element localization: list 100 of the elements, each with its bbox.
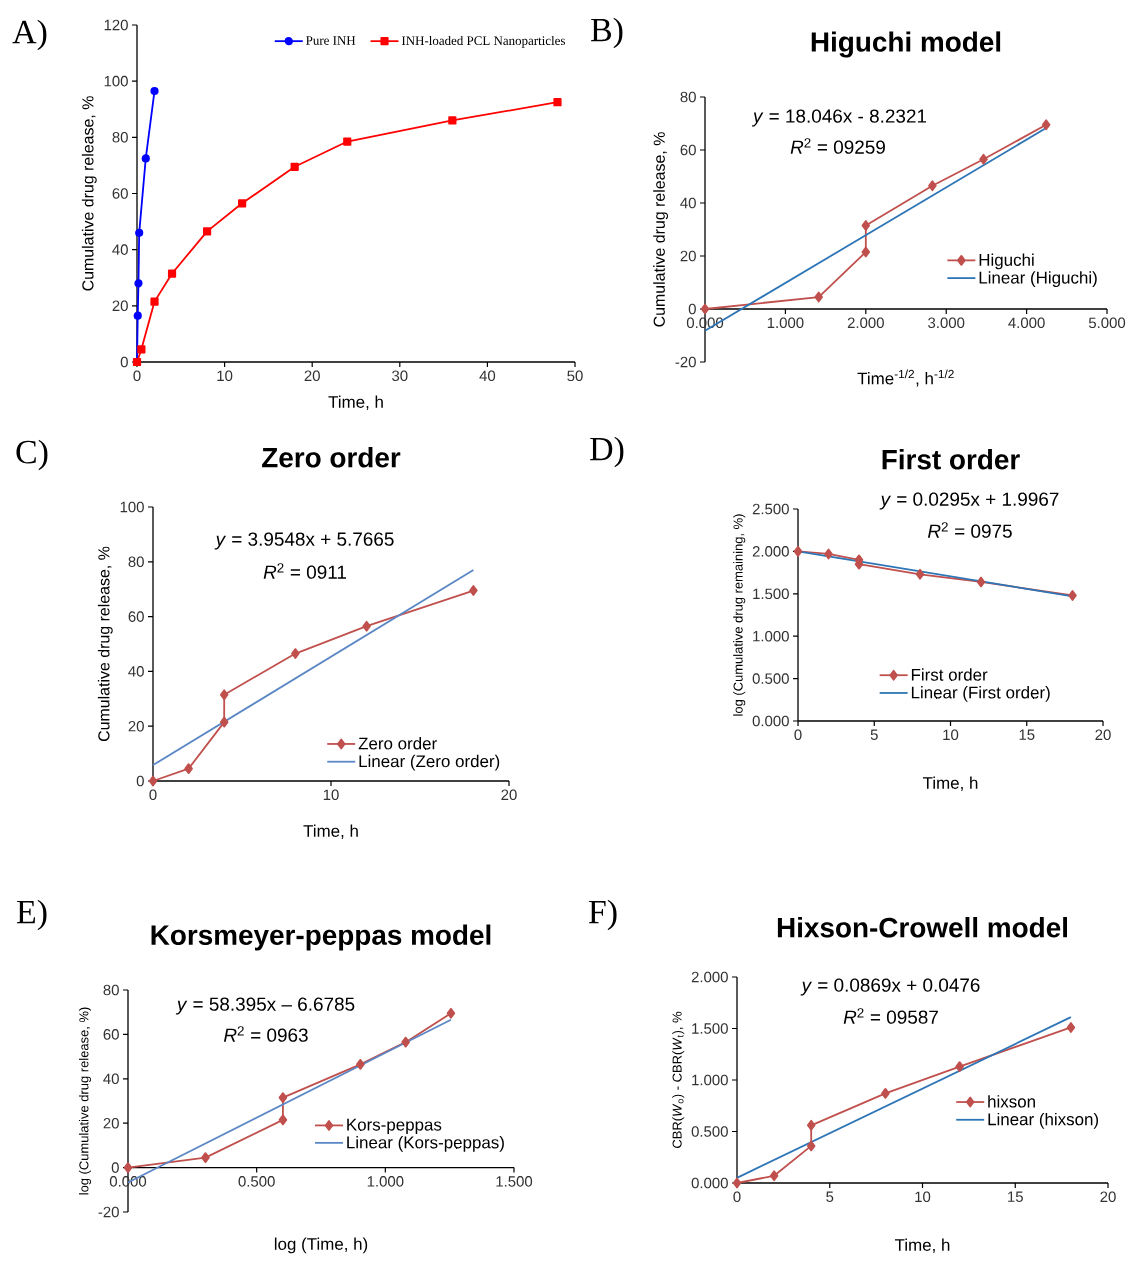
text: C) [16, 439, 48, 471]
point [133, 311, 142, 320]
legend-label: Pure INH [306, 36, 356, 45]
y-axis-title: CBR(W$_{o}$) - CBR(W$_{t}$), % [672, 1011, 685, 1148]
y-tick-label: 1.000 [753, 630, 789, 642]
y-tick-label: 0 [136, 775, 144, 787]
y-tick-label: -20 [98, 1206, 119, 1218]
y-tick-label: 80 [128, 556, 144, 568]
annotation: y = 0.0295x + 1.9967 [879, 492, 1059, 510]
chart-title: Korsmeyer-peppas model [151, 924, 491, 951]
x-tick-label: 20 [304, 370, 320, 382]
y-tick-label: 0.000 [752, 715, 789, 727]
x-tick-label: 10 [217, 370, 233, 382]
point [135, 228, 144, 237]
point [141, 154, 150, 163]
point [219, 689, 229, 701]
annotation: y = 0.0869x + 0.0476 [800, 978, 980, 996]
chart-title: Hixson-Crowell model [777, 917, 1067, 938]
point [278, 1114, 288, 1126]
x-tick-label: 10 [943, 729, 959, 741]
x-axis-title: Time$^{-1/2}$, h$^{-1/2}$ [857, 369, 954, 387]
y-tick-label: 100 [104, 75, 128, 87]
point [824, 548, 833, 560]
x-tick-label: 30 [392, 370, 408, 382]
y-tick-label: 1.500 [753, 588, 789, 600]
x-tick-label: 50 [567, 370, 583, 382]
point [806, 1119, 816, 1131]
y-tick-label: 100 [120, 501, 144, 513]
point [448, 116, 457, 125]
x-tick-label: 5.000 [1088, 317, 1126, 329]
y-tick-label: 0 [120, 356, 128, 368]
x-tick-label: 40 [479, 370, 496, 382]
y-axis-title: log (Cumulative drug release, %) [78, 1007, 92, 1195]
y-tick-label: -20 [675, 356, 696, 368]
point [123, 1162, 133, 1173]
y-axis-title: log (Cumulative drug remaining, %) [733, 514, 746, 716]
y-tick-label: 60 [680, 144, 696, 156]
text: A) [12, 19, 47, 51]
legend-label: Kors-peppas [347, 1118, 442, 1135]
y-tick-label: 20 [128, 720, 144, 732]
y-tick-label: 80 [103, 984, 119, 996]
x-tick-label: 2.000 [847, 317, 884, 329]
point [184, 763, 193, 775]
annotation: R$^{2}$ = 0911 [263, 563, 346, 579]
point [928, 180, 937, 192]
point [861, 246, 871, 258]
point [134, 279, 143, 288]
point [1066, 1022, 1076, 1033]
x-tick-label: 20 [501, 789, 517, 801]
y-tick-label: 20 [103, 1117, 119, 1129]
y-tick-label: 20 [112, 300, 128, 312]
y-tick-label: 60 [128, 611, 144, 622]
point [769, 1170, 779, 1182]
point [881, 1087, 890, 1099]
chart-title: Higuchi model [811, 31, 1001, 58]
y-tick-label: 20 [680, 250, 696, 262]
y-tick-label: 60 [103, 1029, 119, 1040]
x-axis-title: log (Time, h) [274, 1237, 368, 1254]
y-axis-title: Cumulative drug release, % [97, 546, 113, 742]
point [401, 1036, 410, 1048]
legend-label: Linear (First order) [911, 686, 1050, 702]
x-tick-label: 1.500 [496, 1176, 533, 1187]
point [201, 1152, 210, 1164]
x-axis-title: Time, h [303, 824, 358, 839]
point [793, 545, 803, 557]
x-axis-title: Time, h [922, 776, 978, 791]
x-tick-label: 0 [794, 729, 802, 741]
x-tick-label: 4.000 [1008, 317, 1045, 329]
y-tick-label: 80 [680, 91, 696, 103]
annotation: R$^{2}$ = 09587 [843, 1008, 938, 1024]
point [150, 86, 159, 96]
y-tick-label: 0 [111, 1162, 119, 1173]
y-tick-label: 40 [128, 666, 144, 677]
annotation: R$^{2}$ = 0975 [927, 522, 1012, 538]
x-axis-title: Time, h [894, 1238, 950, 1253]
annotation: y = 3.9548x + 5.7665 [214, 532, 394, 550]
y-tick-label: 0 [688, 303, 696, 315]
annotation: y = 18.046x - 8.2321 [751, 109, 927, 127]
point [202, 227, 212, 236]
x-tick-label: 5 [870, 729, 878, 740]
y-tick-label: 40 [680, 197, 696, 209]
x-tick-label: 10 [915, 1191, 931, 1203]
point [356, 1058, 365, 1070]
legend-label: First order [911, 668, 988, 681]
y-tick-label: 1.000 [692, 1074, 728, 1086]
point [976, 576, 986, 588]
x-axis-title: Time, h [328, 395, 383, 410]
text: F) [588, 899, 617, 931]
y-tick-label: 80 [112, 132, 128, 143]
point [469, 585, 478, 596]
point [238, 199, 247, 208]
y-tick-label: 0.500 [691, 1126, 728, 1137]
y-axis-title: Cumulative drug release, % [81, 96, 97, 291]
legend-label: Linear (Zero order) [359, 754, 500, 771]
annotation: y = 58.395x – 6.6785 [175, 997, 355, 1015]
y-tick-label: 60 [112, 188, 128, 199]
y-tick-label: 1.500 [692, 1023, 728, 1034]
x-tick-label: 20 [1095, 729, 1111, 741]
x-tick-label: 3.000 [928, 317, 965, 329]
legend-label: Linear (Higuchi) [979, 271, 1097, 288]
